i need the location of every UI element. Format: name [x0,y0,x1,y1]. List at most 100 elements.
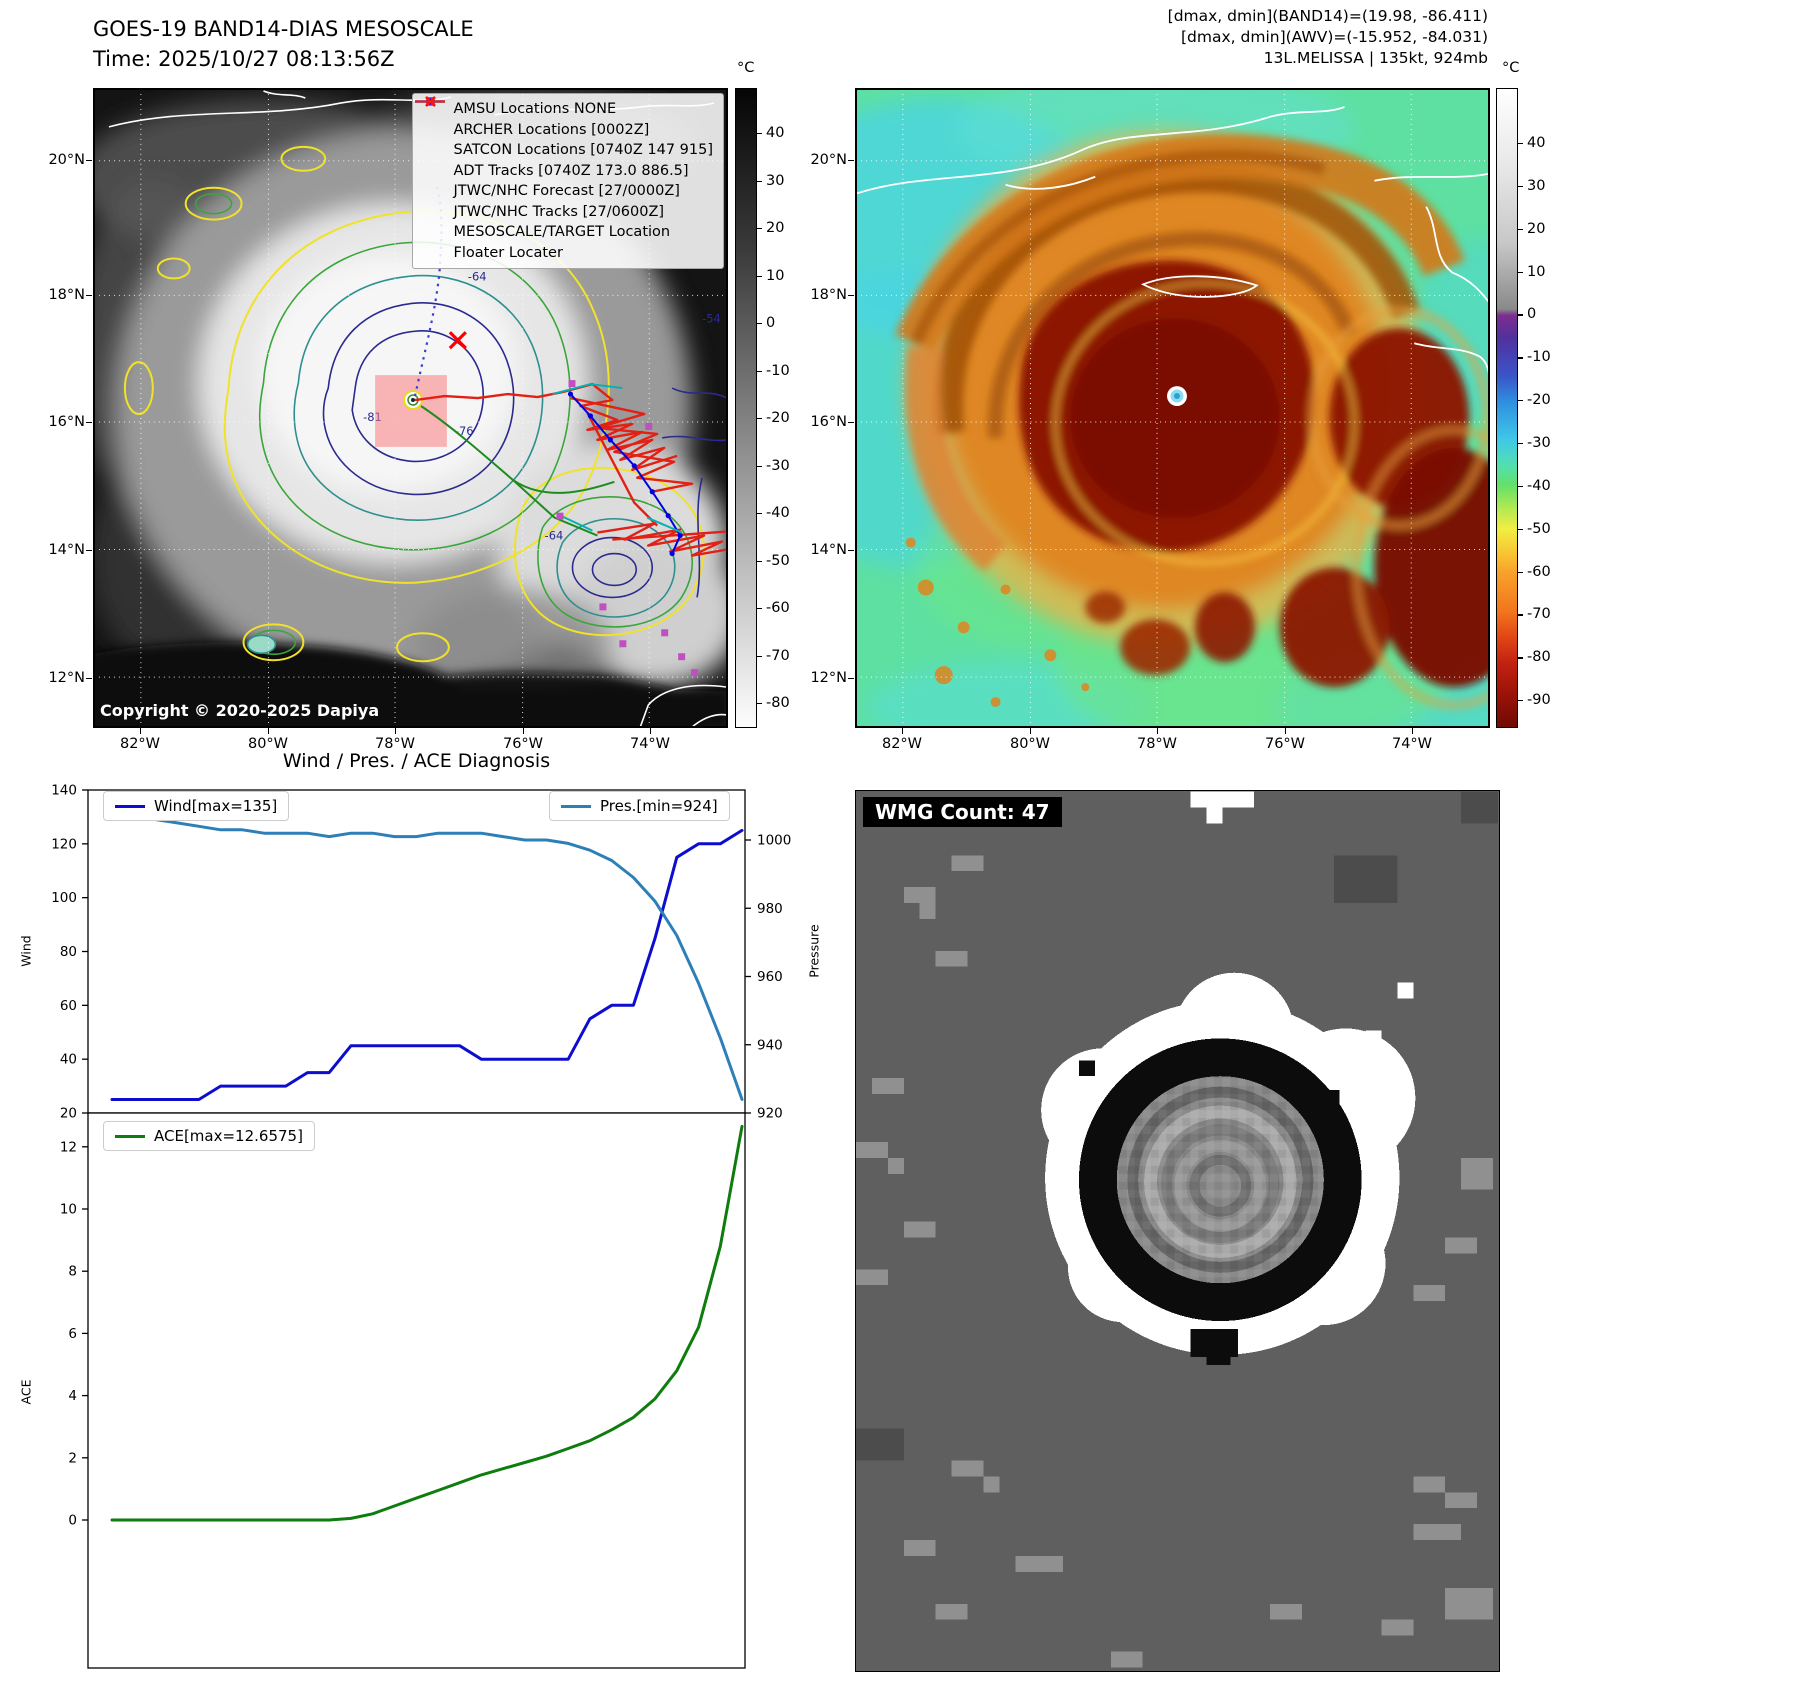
axis-tick-mark [757,418,762,420]
chart-tick-label: 10 [60,1202,77,1218]
axis-tick-mark [1518,442,1523,445]
eyewall-blob [1041,972,1416,1365]
legend-label: MESOSCALE/TARGET Location [453,224,671,241]
axis-tick-mark [848,160,854,162]
awv-colorbar-tick-label: -50 [1527,520,1551,537]
satcon-markers [552,383,683,534]
axis-tick-mark [757,703,762,705]
legend-item: Floater Locater [414,100,713,264]
pressure-line-swatch [561,804,591,808]
axis-tick-mark [1157,728,1159,734]
axis-tick-mark [268,728,270,734]
awv-header-line3: 13L.MELISSA | 135kt, 924mb [1263,49,1488,67]
awv-colorbar [1496,88,1518,728]
axis-tick-mark [1518,185,1523,188]
awv-colorbar-unit: °C [1502,60,1520,76]
awv-colorbar-tick-label: -90 [1527,692,1551,709]
lon-tick-label: 82°W [119,736,161,752]
legend-item: JTWC/NHC Tracks [27/0600Z] [414,98,713,223]
axis-tick-mark [86,550,92,552]
band14-colorbar-tick-label: -80 [766,695,790,711]
band14-colorbar-tick-label: 0 [766,315,776,331]
axis-tick-mark [140,728,142,734]
w​ind-axis-label: Wind [18,935,34,967]
band14-colorbar-tick-label: 30 [766,172,785,189]
axis-tick-mark [757,370,762,372]
diagnosis-title: Wind / Pres. / ACE Diagnosis [282,750,551,772]
chart-tick-label: 20 [60,1106,77,1122]
chart-series-line [110,828,744,1101]
wmg-image [856,791,1498,1670]
lat-tick-label: 20°N [48,152,85,168]
hurricane-eye [1167,386,1187,407]
legend-label: Floater Locater [453,244,563,261]
lat-tick-label: 14°N [810,542,847,558]
axis-tick-mark [523,728,525,734]
lat-tick-label: 18°N [48,287,85,303]
ace-line-swatch [115,1134,145,1138]
chart-tick-label: 12 [60,1139,77,1155]
chart-tick-label: 8 [68,1264,77,1280]
axis-tick-mark [757,560,762,562]
chart-tick-label: 2 [68,1450,77,1466]
axis-tick-mark [757,465,762,467]
axis-tick-mark [1518,657,1523,659]
lon-tick-label: 82°W [881,736,923,752]
awv-colorbar-tick-label: -60 [1527,563,1551,580]
lon-tick-label: 76°W [502,736,544,752]
chart-tick-label: 1000 [757,833,791,849]
axis-tick-mark [1518,357,1523,359]
legend-item: AMSU Locations NONE [416,97,713,120]
contour-label: -54 [702,311,721,325]
axis-tick-mark [1518,571,1523,573]
band14-colorbar-tick-label: 20 [766,220,785,236]
axis-tick-mark [1518,528,1523,531]
axis-tick-mark [902,728,904,734]
axis-tick-mark [1518,485,1523,488]
band14-colorbar-tick-label: -60 [766,600,790,616]
axis-tick-mark [86,160,92,162]
band14-title: GOES-19 BAND14-DIAS MESOSCALE [93,17,474,41]
lon-tick-label: 78°W [374,736,416,752]
chart-tick-label: 940 [757,1037,783,1053]
contour-label: -76 [455,424,474,438]
wmg-panel [855,790,1500,1672]
grid-lines [856,89,1489,727]
legend-label: AMSU Locations NONE [453,101,617,118]
lon-tick-label: 80°W [247,736,289,752]
chart-series-line [110,811,744,1101]
legend-item: JTWC/NHC Forecast [27/0000Z] [414,100,713,202]
archer-markers [556,380,699,677]
axis-tick-mark [757,180,762,182]
axis-tick-mark [1518,400,1523,402]
lon-tick-label: 74°W [1391,736,1433,752]
lat-tick-label: 20°N [810,152,847,168]
ace-axis-label: ACE [18,1379,34,1405]
awv-colorbar-tick-label: 30 [1527,177,1546,194]
chart-tick-label: 60 [60,998,77,1014]
axis-tick-mark [848,678,854,680]
axis-tick-mark [86,422,92,424]
ace-legend-label: ACE[max=12.6575] [154,1127,303,1145]
legend-label: JTWC/NHC Tracks [27/0600Z] [453,203,665,220]
jtwc-track-line [567,391,683,557]
band14-colorbar-unit: °C [737,60,755,76]
awv-colorbar-tick-label: -20 [1527,392,1551,409]
lat-tick-label: 12°N [48,670,85,686]
axis-tick-mark [1412,728,1414,734]
wind-legend-label: Wind[max=135] [154,797,278,815]
lat-tick-label: 16°N [48,414,85,430]
awv-map [855,88,1490,728]
coastlines [856,106,1489,375]
axis-tick-mark [848,422,854,424]
axis-tick-mark [757,608,762,610]
awv-colorbar-tick-label: -40 [1527,477,1551,494]
chart-tick-label: 980 [757,901,783,917]
dark-pixel-clusters [856,791,1498,1461]
contour-rings [123,145,727,663]
adt-track-line [420,405,615,537]
band14-title-block: GOES-19 BAND14-DIAS MESOSCALE Time: 2025… [93,14,474,74]
pressure-legend: Pres.[min=924] [549,791,730,821]
axis-tick-mark [86,678,92,680]
gray-pixel-clusters [856,855,1494,1668]
